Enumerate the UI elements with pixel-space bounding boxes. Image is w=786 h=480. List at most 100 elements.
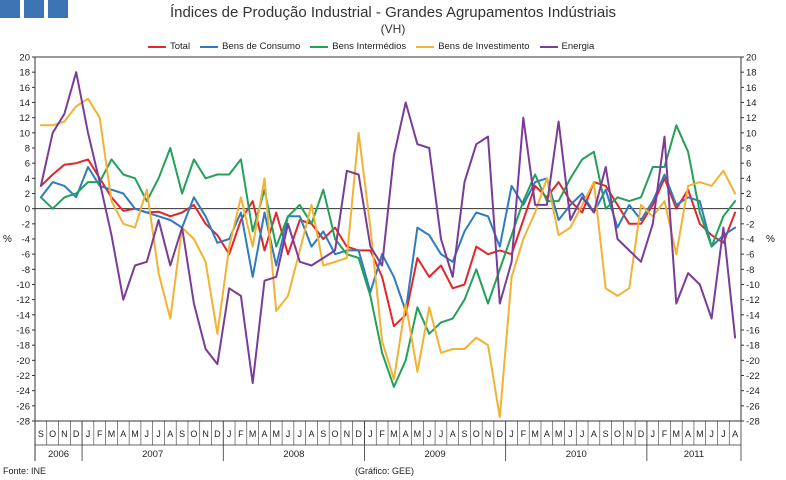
legend-item-1: Bens de Consumo [200,41,300,52]
y-tick-label-right: 12 [746,113,757,124]
month-label: M [108,429,116,439]
month-label: S [179,429,185,439]
month-label: J [368,429,373,439]
y-tick-label-right: -12 [746,295,760,306]
y-tick-label-right: -16 [746,326,760,337]
month-label: N [485,429,492,439]
month-label: A [167,429,173,439]
legend-swatch [148,45,166,48]
legend-label: Bens de Investimento [438,41,530,52]
month-label: N [344,429,351,439]
y-tick-label-right: 10 [746,128,757,139]
month-label: M [414,429,422,439]
month-label: F [379,429,385,439]
y-tick-label-left: 6 [25,159,30,170]
y-tick-label-left: -18 [16,341,30,352]
month-label: O [332,429,339,439]
y-tick-label-right: -10 [746,280,760,291]
month-label: J [439,429,444,439]
year-label: 2010 [566,449,587,460]
year-label: 2009 [424,449,445,460]
credit-note: (Gráfico: GEE) [355,466,415,476]
month-label: J [580,429,585,439]
y-tick-label-right: -18 [746,341,760,352]
month-label: J [227,429,232,439]
chart-legend: Total Bens de Consumo Bens Intermédios Bens… [148,41,604,52]
month-label: A [261,429,267,439]
month-label: F [238,429,244,439]
month-label: F [97,429,103,439]
month-label: A [544,429,550,439]
month-label: M [390,429,398,439]
legend-label: Energia [561,41,595,52]
y-tick-label-left: -12 [16,295,30,306]
y-tick-label-left: -8 [22,265,30,276]
y-tick-label-left: -6 [22,250,30,261]
month-label: N [61,429,68,439]
month-label: O [49,429,56,439]
y-tick-label-right: 6 [746,159,751,170]
month-label: D [497,429,504,439]
month-label: A [685,429,691,439]
plot-area [34,56,742,422]
y-axis-label-right: % [766,234,775,245]
month-label: F [521,429,527,439]
y-tick-label-left: -10 [16,280,30,291]
year-label: 2007 [142,449,163,460]
y-tick-label-right: -28 [746,417,760,428]
y-tick-label-left: -28 [16,417,30,428]
month-label: D [73,429,80,439]
legend-label: Bens de Consumo [222,41,301,52]
y-tick-label-left: -14 [16,310,30,321]
legend-swatch [310,45,329,48]
y-tick-label-left: 20 [19,53,30,64]
y-tick-label-right: 18 [746,68,757,79]
logo-block-2 [24,0,44,18]
month-label: M [249,429,257,439]
month-label: S [38,429,44,439]
month-label: D [355,429,362,439]
legend-swatch [200,45,219,48]
year-label: 2011 [684,449,704,460]
month-label: J [86,429,91,439]
y-tick-label-right: 0 [746,204,751,215]
month-label: J [427,429,432,439]
month-label: J [509,429,514,439]
y-tick-label-left: 4 [25,174,30,185]
y-tick-label-right: -2 [746,219,754,230]
month-label: M [555,429,563,439]
legend-item-2: Bens Intermédios [310,41,406,52]
y-tick-label-right: -24 [746,386,760,397]
month-label: A [732,429,738,439]
legend-item-4: Energia [539,41,595,52]
month-label: S [603,429,609,439]
legend-label: Total [170,41,191,52]
chart-subtitle: (VH) [380,22,406,36]
month-label: M [272,429,280,439]
month-label: D [638,429,645,439]
month-label: M [531,429,539,439]
month-label: J [651,429,656,439]
month-label: S [320,429,326,439]
month-label: J [298,429,303,439]
y-tick-label-right: -4 [746,235,754,246]
y-tick-label-left: -24 [16,386,30,397]
month-label: O [473,429,480,439]
logo-block-3 [48,0,68,18]
month-label: O [614,429,621,439]
source-note: Fonte: INE [3,466,47,476]
month-label: J [709,429,714,439]
y-tick-label-left: 18 [19,68,30,79]
year-label: 2006 [48,449,69,460]
chart-title: Índices de Produção Industrial - Grandes… [169,4,617,21]
y-tick-label-right: 20 [746,53,757,64]
month-label: A [120,429,126,439]
y-axis-label-left: % [3,234,12,245]
month-label: M [696,429,704,439]
month-label: F [662,429,668,439]
y-tick-label-left: -20 [16,356,30,367]
month-label: J [156,429,161,439]
y-tick-label-right: -22 [746,371,760,382]
series-line-3 [39,97,737,419]
